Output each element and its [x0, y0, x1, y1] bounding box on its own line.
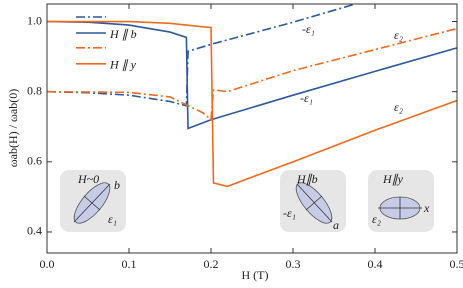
series-line — [47, 20, 458, 188]
inset-1: H~0 b ε₁ — [60, 170, 126, 232]
annotation: -ε₁ — [300, 91, 313, 105]
inset-2: H∥b a -ε₁ — [280, 170, 346, 232]
x-tick-label: 0.4 — [368, 257, 383, 271]
inset-field: H~0 — [77, 172, 99, 186]
x-tick-label: 0.3 — [286, 257, 301, 271]
inset-field: H∥b — [296, 172, 318, 186]
plot-frame — [46, 3, 458, 254]
inset-eps: ε₁ — [108, 212, 117, 226]
inset-axis-label: x — [423, 201, 430, 215]
inset-3: H∥y x ε₂ — [368, 170, 434, 232]
inset-eps: -ε₁ — [283, 206, 296, 220]
y-tick-label: 0.6 — [27, 154, 42, 168]
y-axis-label: ωab(H) / ωab(0) — [6, 89, 20, 167]
inset-axis — [305, 195, 323, 211]
inset-axis — [83, 195, 101, 211]
y-tick-label: 0.4 — [27, 224, 42, 238]
x-tick-label: 0.1 — [122, 257, 137, 271]
x-axis-label: H (T) — [242, 268, 269, 282]
series-line — [46, 20, 458, 130]
legend-label: H ∥ b — [109, 27, 137, 41]
annotation: ε₂ — [394, 28, 403, 42]
x-tick-label: 0.0 — [40, 257, 55, 271]
legend-label: H ∥ y — [109, 58, 137, 72]
x-tick-label: 0.5 — [450, 257, 463, 271]
y-tick-label: 0.8 — [27, 83, 42, 97]
annotation: -ε₁ — [302, 22, 315, 36]
series-line — [46, 27, 458, 122]
inset-axis-label: b — [114, 178, 120, 192]
y-tick-label: 1.0 — [27, 13, 42, 27]
x-tick-label: 0.2 — [204, 257, 219, 271]
inset-eps: ε₂ — [372, 212, 381, 226]
annotation: ε₂ — [394, 100, 403, 114]
inset-axis-label: a — [333, 218, 339, 232]
inset-field: H∥y — [382, 172, 404, 186]
